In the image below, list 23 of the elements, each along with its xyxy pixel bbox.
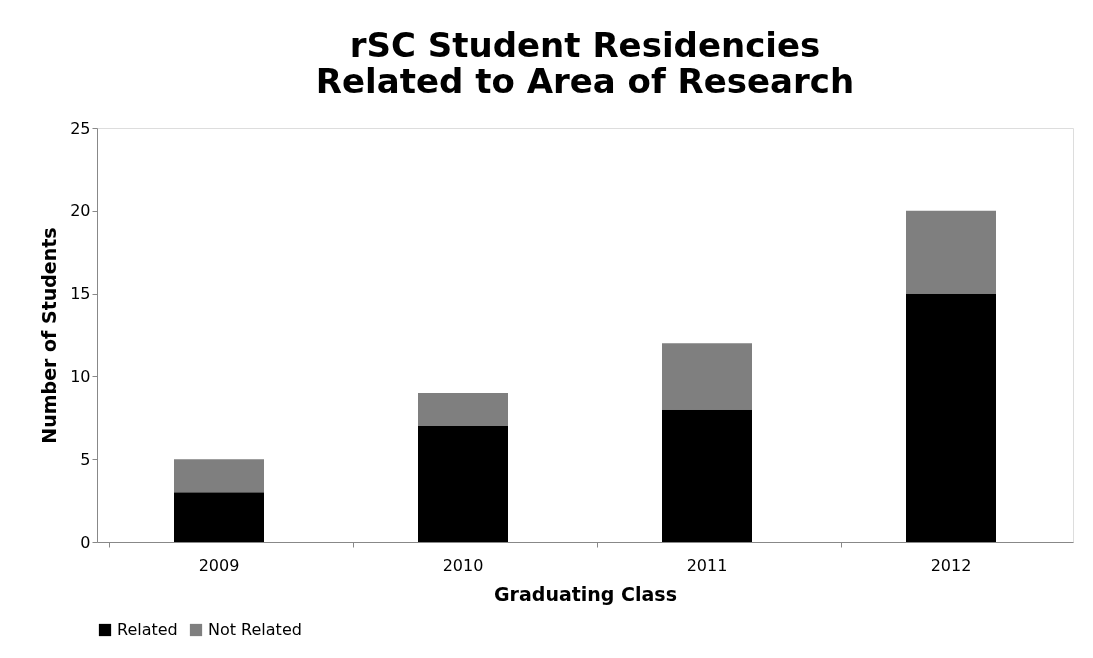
bar [418, 426, 508, 542]
y-axis-title: Number of Students [38, 227, 61, 444]
y-tick-label: 5 [80, 449, 91, 469]
bar [662, 343, 752, 410]
y-tick-label: 0 [80, 532, 91, 552]
y-tick-label: 10 [70, 366, 91, 386]
bar [174, 492, 264, 542]
x-tick-label: 2011 [686, 555, 728, 575]
y-tick-label: 25 [70, 118, 91, 138]
x-tick-label: 2012 [930, 555, 972, 575]
y-tick-label: 15 [70, 284, 91, 304]
chart-title: rSC Student Residencies Related to Area of Research [315, 25, 855, 101]
bar [174, 459, 264, 493]
x-axis-title: Graduating Class [494, 582, 677, 605]
bar [662, 409, 752, 542]
y-tick-label: 20 [70, 201, 91, 221]
legend-label: Not Related [208, 620, 302, 639]
bar [906, 293, 996, 542]
legend-label: Related [117, 620, 178, 639]
bar [906, 210, 996, 294]
x-tick-label: 2009 [198, 555, 240, 575]
x-tick-label: 2010 [442, 555, 484, 575]
bar [418, 392, 508, 427]
